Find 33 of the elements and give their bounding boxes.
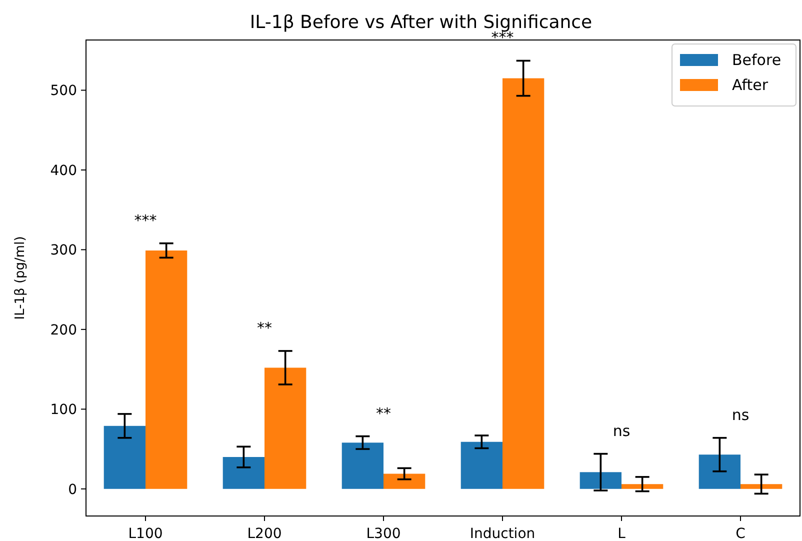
annotation: ns: [612, 422, 630, 440]
x-tick-label: L200: [247, 526, 282, 541]
bar: [384, 474, 426, 489]
bar: [146, 250, 188, 489]
bar: [342, 442, 384, 489]
bar: [502, 78, 544, 489]
bar: [698, 454, 740, 489]
x-tick-label: L300: [366, 526, 401, 541]
x-tick-label: C: [736, 526, 746, 541]
y-tick-label: 0: [68, 482, 77, 498]
bar: [622, 484, 664, 489]
x-tick-label: L100: [128, 526, 163, 541]
bar: [104, 426, 146, 489]
bar: [264, 368, 306, 489]
bar: [580, 472, 622, 489]
bar: [222, 457, 264, 489]
annotation: ***: [134, 211, 158, 230]
bar: [460, 442, 502, 489]
annotation: ns: [732, 406, 750, 424]
legend-label: After: [732, 76, 769, 94]
annotation: **: [257, 318, 272, 337]
annotation: **: [376, 404, 392, 422]
y-tick-label: 400: [50, 162, 77, 179]
y-tick-label: 500: [50, 83, 77, 100]
chart-title: IL-1β Before vs After with Significance: [250, 12, 592, 33]
bar: [740, 484, 782, 489]
y-tick-label: 200: [50, 322, 77, 338]
x-tick-label: L: [618, 526, 626, 541]
y-tick-label: 300: [50, 242, 77, 259]
y-tick-label: 100: [50, 402, 77, 418]
y-axis-title: IL-1β (pg/ml): [13, 236, 28, 320]
x-tick-label: Induction: [470, 526, 536, 541]
legend-label: Before: [732, 51, 782, 69]
